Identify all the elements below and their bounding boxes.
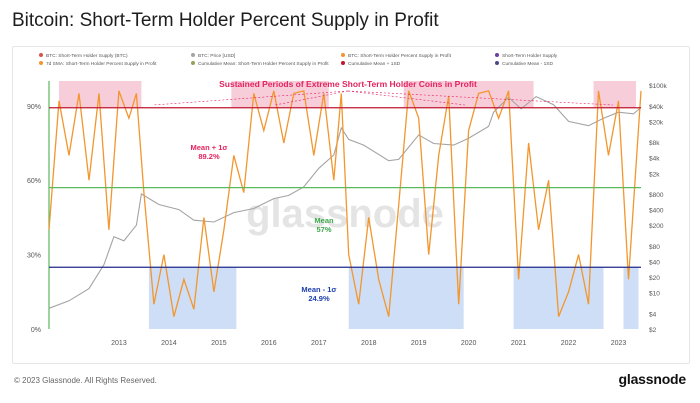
legend-label-3: Short-Term Holder Supply	[502, 53, 558, 59]
annotation-leader-0	[152, 90, 349, 106]
y-right-tick-2: $10	[649, 291, 660, 298]
legend-label-5: Cumulative Mean: Short-Term Holder Perce…	[198, 61, 329, 67]
legend-label-2: BTC: Short-Term Holder Percent Supply in…	[348, 53, 452, 59]
annotation-mean-label: Mean	[314, 216, 334, 225]
x-tick-6: 2019	[411, 340, 427, 347]
x-tick-0: 2013	[111, 340, 127, 347]
legend-swatch-0	[39, 53, 43, 57]
y-right-tick-10: $4k	[649, 156, 660, 163]
legend-label-0: BTC: Short-Term Holder Supply (BTC)	[46, 53, 128, 59]
copyright-text: © 2023 Glassnode. All Rights Reserved.	[14, 376, 157, 385]
y-right-tick-7: $400	[649, 208, 664, 215]
y-right-tick-0: $2	[649, 327, 657, 334]
chart-panel: glassnode 0% 30% 60% 90% $2 $4 $10 $20 $40 $80 $200…	[12, 46, 690, 364]
legend-label-1: BTC: Price [USD]	[198, 53, 235, 59]
y-right-tick-14: $100k	[649, 83, 667, 90]
y-right-tick-11: $8k	[649, 140, 660, 147]
annotation-leader-3	[347, 90, 614, 106]
y-right-tick-4: $40	[649, 259, 660, 266]
x-tick-2: 2015	[211, 340, 227, 347]
legend-swatch-3	[495, 53, 499, 57]
y-right-tick-1: $4	[649, 311, 657, 318]
y-left-tick-0: 0%	[31, 327, 41, 334]
low-zone-0	[148, 267, 237, 329]
legend-swatch-4	[39, 61, 43, 65]
y-right-tick-9: $2k	[649, 171, 660, 178]
x-tick-9: 2022	[561, 340, 577, 347]
annotation-leader-1	[274, 90, 349, 106]
x-tick-3: 2016	[261, 340, 277, 347]
brand-logo: glassnode	[618, 371, 687, 387]
y-left-tick-1: 30%	[27, 253, 41, 260]
x-tick-7: 2020	[461, 340, 477, 347]
x-tick-1: 2014	[161, 340, 177, 347]
annotation-mean-value: 57%	[316, 225, 331, 234]
legend-swatch-1	[191, 53, 195, 57]
y-left-tick-2: 60%	[27, 178, 41, 185]
legend-swatch-6	[341, 61, 345, 65]
legend-swatch-2	[341, 53, 345, 57]
y-right-tick-8: $800	[649, 192, 664, 199]
legend-label-6: Cumulative Mean + 1SD	[348, 61, 401, 67]
watermark: glassnode	[246, 192, 444, 236]
price-series-line	[48, 95, 642, 309]
legend-swatch-7	[495, 61, 499, 65]
y-right-tick-13: $40k	[649, 104, 664, 111]
annotation-mean-minus-label: Mean - 1σ	[301, 285, 336, 294]
sth-profit-series-line	[48, 90, 642, 317]
annotation-mean-plus-value: 89.2%	[198, 152, 220, 161]
page-title: Bitcoin: Short-Term Holder Percent Suppl…	[12, 10, 439, 31]
x-tick-8: 2021	[511, 340, 527, 347]
annotation-high-periods: Sustained Periods of Extreme Short-Term …	[219, 79, 477, 89]
legend-label-4: 7d SMA: Short-Term Holder Percent Supply…	[46, 61, 157, 67]
legend-swatch-5	[191, 61, 195, 65]
annotation-mean-minus-value: 24.9%	[308, 294, 330, 303]
low-zone-1	[348, 267, 464, 329]
chart: glassnode 0% 30% 60% 90% $2 $4 $10 $20 $40 $80 $200…	[27, 53, 667, 347]
x-tick-4: 2017	[311, 340, 327, 347]
y-right-tick-3: $20	[649, 275, 660, 282]
high-zone-1	[231, 81, 329, 108]
low-zone-3	[623, 267, 639, 329]
y-right-tick-5: $80	[649, 244, 660, 251]
high-zone-2	[403, 81, 534, 108]
legend-label-7: Cumulative Mean - 1SD	[502, 61, 553, 67]
y-left-tick-3: 90%	[27, 104, 41, 111]
annotation-mean-plus-label: Mean + 1σ	[190, 143, 227, 152]
x-tick-10: 2023	[611, 340, 627, 347]
x-tick-5: 2018	[361, 340, 377, 347]
y-right-tick-6: $200	[649, 223, 664, 230]
y-right-tick-12: $20k	[649, 119, 664, 126]
